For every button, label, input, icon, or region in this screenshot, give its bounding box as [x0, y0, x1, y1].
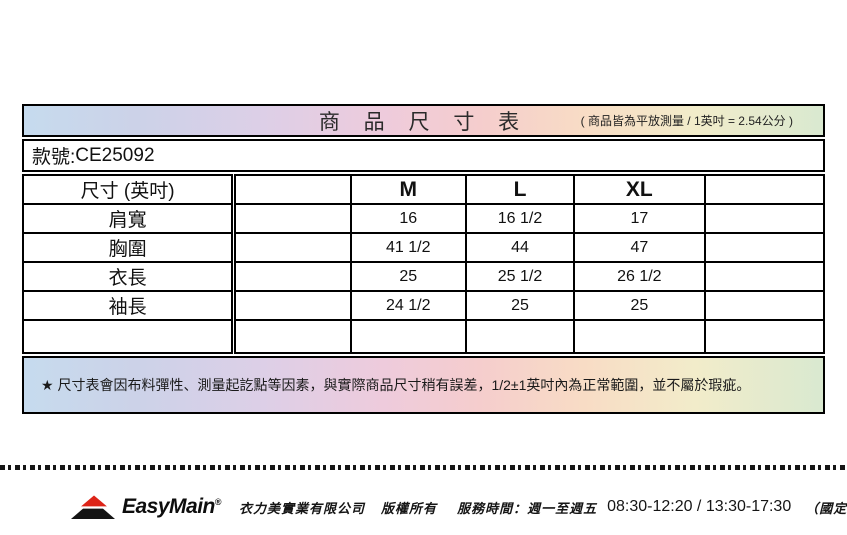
empty-cell — [703, 290, 826, 321]
cell-sleeve-xl: 25 — [573, 290, 706, 321]
cell-length-l: 25 1/2 — [464, 261, 576, 292]
empty-cell — [232, 174, 352, 205]
model-number-value: CE25092 — [75, 144, 155, 166]
size-row-shoulder: 肩寬 16 16 1/2 17 — [22, 203, 826, 234]
empty-cell — [22, 319, 237, 354]
empty-cell — [232, 203, 352, 234]
empty-cell — [464, 319, 576, 354]
column-header-xl: XL — [573, 174, 706, 205]
cell-sleeve-m: 24 1/2 — [349, 290, 467, 321]
size-row-blank — [22, 319, 826, 354]
empty-cell — [232, 290, 352, 321]
measurement-note: ( 商品皆為平放測量 / 1英吋 = 2.54公分 ) — [580, 114, 793, 128]
cell-length-m: 25 — [349, 261, 467, 292]
empty-cell — [573, 319, 706, 354]
footer: EasyMain® 衣力美實業有限公司 版權所有 服務時間：週一至週五 08:3… — [70, 491, 847, 523]
size-table-header-row: 尺寸 (英吋) M L XL — [22, 174, 826, 205]
easymain-logo-icon — [71, 493, 115, 519]
registered-mark: ® — [214, 497, 222, 507]
size-row-sleeve: 袖長 24 1/2 25 25 — [22, 290, 826, 321]
empty-cell — [349, 319, 467, 354]
row-label-chest: 胸圍 — [22, 232, 237, 263]
cell-chest-xl: 47 — [573, 232, 706, 263]
chart-title-bar: 商 品 尺 寸 表 ( 商品皆為平放測量 / 1英吋 = 2.54公分 ) — [22, 104, 825, 137]
cell-chest-l: 44 — [464, 232, 576, 263]
empty-cell — [232, 319, 352, 354]
size-row-chest: 胸圍 41 1/2 44 47 — [22, 232, 826, 263]
brand-wordmark: EasyMain® — [122, 495, 222, 519]
cell-shoulder-l: 16 1/2 — [464, 203, 576, 234]
disclaimer-bar: ★ 尺寸表會因布料彈性、測量起訖點等因素，與實際商品尺寸稍有誤差，1/2±1英吋… — [22, 356, 825, 414]
size-table: 尺寸 (英吋) M L XL 肩寬 16 16 1/2 17 胸圍 41 1/2… — [22, 174, 826, 354]
size-chart-sheet: 商 品 尺 寸 表 ( 商品皆為平放測量 / 1英吋 = 2.54公分 ) 款號… — [22, 104, 826, 414]
dashed-cut-line — [0, 465, 847, 470]
empty-cell — [232, 232, 352, 263]
cell-chest-m: 41 1/2 — [349, 232, 467, 263]
empty-cell — [703, 319, 826, 354]
copyright-text: 版權所有 — [381, 500, 438, 516]
empty-cell — [703, 232, 826, 263]
cell-shoulder-m: 16 — [349, 203, 467, 234]
cell-length-xl: 26 1/2 — [573, 261, 706, 292]
column-header-l: L — [464, 174, 576, 205]
empty-cell — [703, 174, 826, 205]
row-label-length: 衣長 — [22, 261, 237, 292]
row-label-sleeve: 袖長 — [22, 290, 237, 321]
size-unit-header: 尺寸 (英吋) — [22, 174, 237, 205]
holiday-note: （國定假日休息） — [805, 500, 847, 516]
cell-sleeve-l: 25 — [464, 290, 576, 321]
row-label-shoulder: 肩寬 — [22, 203, 237, 234]
model-number-label: 款號: — [32, 147, 76, 168]
disclaimer-text: ★ 尺寸表會因布料彈性、測量起訖點等因素，與實際商品尺寸稍有誤差，1/2±1英吋… — [41, 377, 751, 393]
brand-name: EasyMain — [122, 495, 215, 518]
empty-cell — [703, 261, 826, 292]
service-time-label: 服務時間：週一至週五 — [457, 500, 598, 516]
empty-cell — [232, 261, 352, 292]
column-header-m: M — [349, 174, 467, 205]
model-number-row: 款號: CE25092 — [22, 139, 825, 172]
service-hours: 08:30-12:20 / 13:30-17:30 — [607, 498, 792, 515]
cell-shoulder-xl: 17 — [573, 203, 706, 234]
company-name: 衣力美實業有限公司 — [239, 500, 366, 516]
size-row-length: 衣長 25 25 1/2 26 1/2 — [22, 261, 826, 292]
chart-title: 商 品 尺 寸 表 — [318, 110, 529, 134]
empty-cell — [703, 203, 826, 234]
